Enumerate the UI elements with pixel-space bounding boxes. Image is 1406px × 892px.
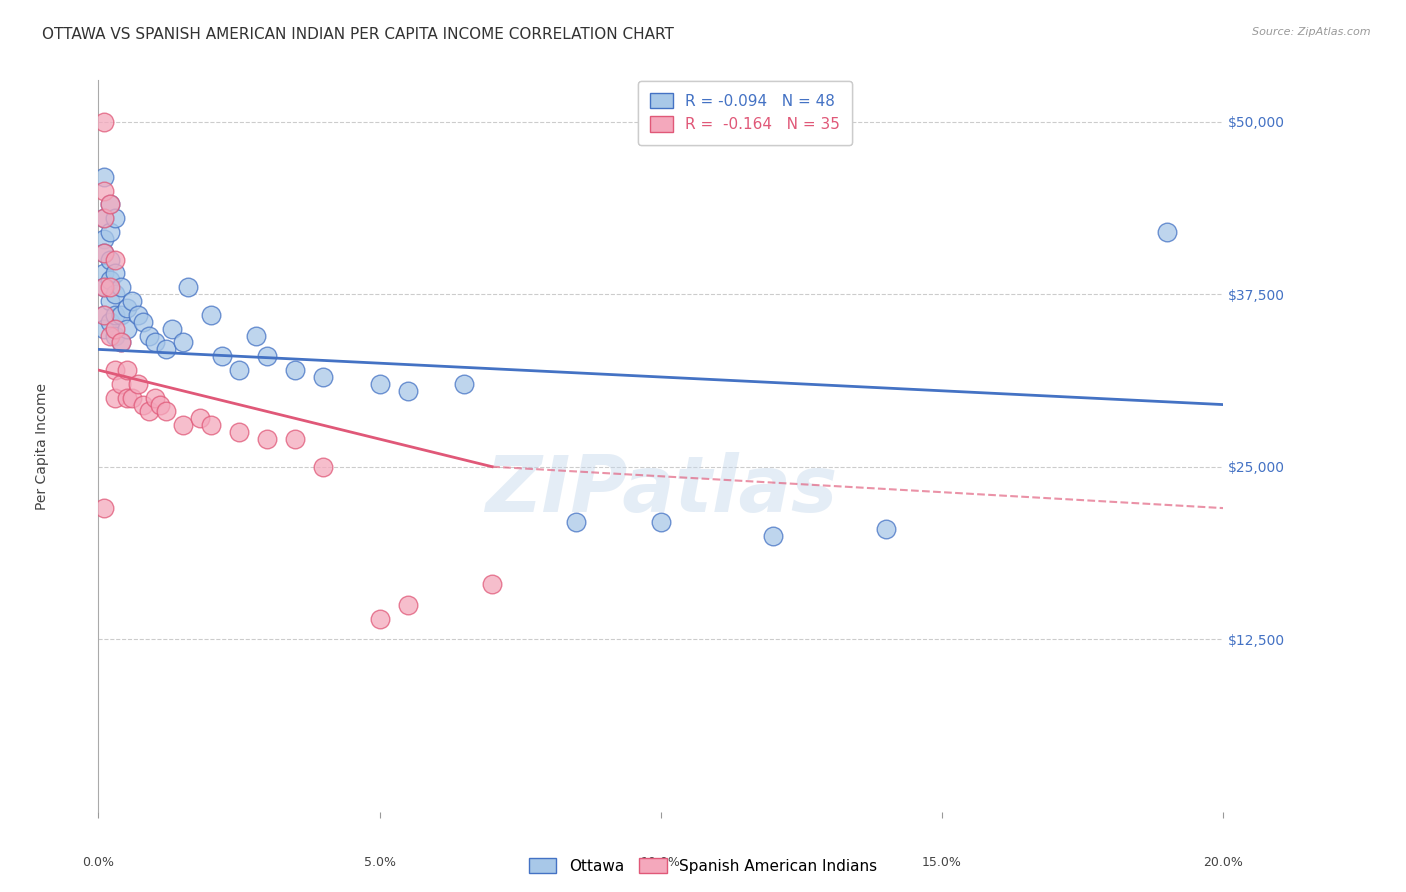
Point	[312, 459, 335, 474]
Point	[121, 391, 143, 405]
Point	[93, 169, 115, 184]
Point	[256, 349, 278, 363]
Point	[93, 321, 115, 335]
Point	[98, 273, 121, 287]
Text: Source: ZipAtlas.com: Source: ZipAtlas.com	[1253, 27, 1371, 37]
Point	[115, 391, 138, 405]
Point	[110, 335, 132, 350]
Point	[172, 335, 194, 350]
Point	[172, 418, 194, 433]
Point	[110, 308, 132, 322]
Point	[98, 225, 121, 239]
Point	[98, 197, 121, 211]
Point	[132, 315, 155, 329]
Point	[211, 349, 233, 363]
Text: ZIPatlas: ZIPatlas	[485, 452, 837, 528]
Point	[104, 267, 127, 281]
Point	[177, 280, 200, 294]
Point	[143, 391, 166, 405]
Text: OTTAWA VS SPANISH AMERICAN INDIAN PER CAPITA INCOME CORRELATION CHART: OTTAWA VS SPANISH AMERICAN INDIAN PER CA…	[42, 27, 673, 42]
Legend: Ottawa, Spanish American Indians: Ottawa, Spanish American Indians	[523, 852, 883, 880]
Point	[98, 197, 121, 211]
Point	[98, 328, 121, 343]
Point	[93, 308, 115, 322]
Point	[762, 529, 785, 543]
Point	[245, 328, 267, 343]
Point	[228, 363, 250, 377]
Point	[110, 335, 132, 350]
Point	[93, 245, 115, 260]
Point	[93, 245, 115, 260]
Point	[104, 252, 127, 267]
Point	[93, 211, 115, 226]
Point	[368, 611, 391, 625]
Point	[396, 598, 419, 612]
Point	[200, 418, 222, 433]
Point	[104, 391, 127, 405]
Point	[565, 515, 588, 529]
Text: Per Capita Income: Per Capita Income	[35, 383, 49, 509]
Point	[453, 376, 475, 391]
Point	[228, 425, 250, 440]
Point	[93, 267, 115, 281]
Point	[110, 280, 132, 294]
Point	[115, 321, 138, 335]
Point	[93, 114, 115, 128]
Text: 5.0%: 5.0%	[364, 856, 395, 869]
Point	[188, 411, 211, 425]
Point	[127, 376, 149, 391]
Point	[1156, 225, 1178, 239]
Point	[284, 363, 307, 377]
Point	[149, 398, 172, 412]
Point	[143, 335, 166, 350]
Point	[368, 376, 391, 391]
Point	[110, 376, 132, 391]
Point	[104, 363, 127, 377]
Point	[98, 280, 121, 294]
Point	[104, 287, 127, 301]
Point	[115, 301, 138, 315]
Text: 20.0%: 20.0%	[1204, 856, 1243, 869]
Point	[127, 308, 149, 322]
Text: 15.0%: 15.0%	[922, 856, 962, 869]
Point	[875, 522, 897, 536]
Point	[121, 294, 143, 309]
Point	[138, 328, 160, 343]
Point	[104, 211, 127, 226]
Point	[138, 404, 160, 418]
Point	[312, 370, 335, 384]
Point	[115, 363, 138, 377]
Point	[104, 308, 127, 322]
Point	[98, 315, 121, 329]
Point	[160, 321, 183, 335]
Point	[93, 280, 115, 294]
Point	[93, 501, 115, 516]
Legend: R = -0.094   N = 48, R =  -0.164   N = 35: R = -0.094 N = 48, R = -0.164 N = 35	[638, 80, 852, 145]
Point	[155, 343, 177, 357]
Point	[93, 280, 115, 294]
Point	[98, 294, 121, 309]
Point	[155, 404, 177, 418]
Point	[93, 232, 115, 246]
Point	[650, 515, 672, 529]
Point	[93, 211, 115, 226]
Text: 10.0%: 10.0%	[641, 856, 681, 869]
Point	[132, 398, 155, 412]
Point	[104, 328, 127, 343]
Point	[396, 384, 419, 398]
Point	[481, 577, 503, 591]
Point	[93, 184, 115, 198]
Point	[284, 432, 307, 446]
Text: 0.0%: 0.0%	[83, 856, 114, 869]
Point	[93, 308, 115, 322]
Point	[256, 432, 278, 446]
Point	[104, 321, 127, 335]
Point	[98, 252, 121, 267]
Point	[200, 308, 222, 322]
